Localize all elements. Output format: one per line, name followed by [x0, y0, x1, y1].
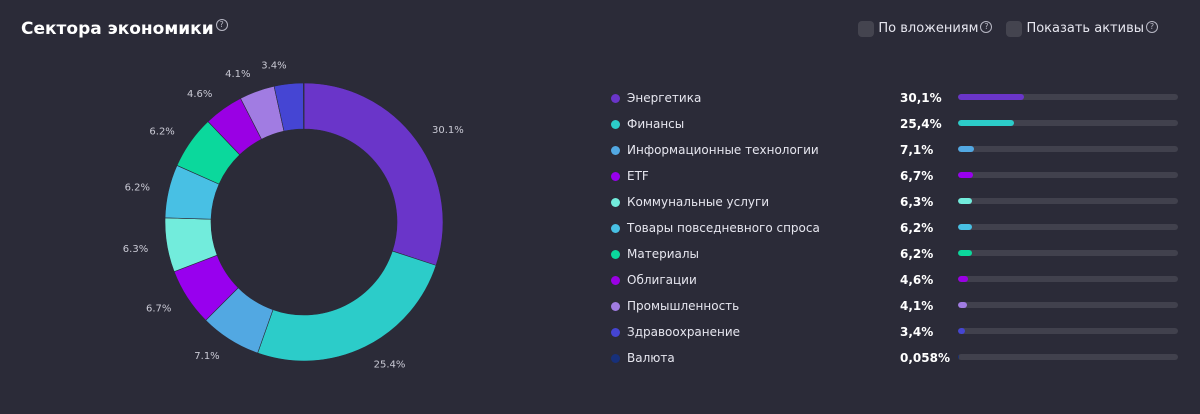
legend-value: 25,4% [900, 117, 942, 131]
sector-donut-chart: 30.1% 25.4% 7.1% 6.7% 6.3% 6.2% 6.2% 4.6% 4.1% 3.… [123, 60, 464, 370]
legend-dot [611, 276, 620, 285]
legend-value: 0,058% [900, 351, 950, 365]
donut-slice[interactable] [303, 82, 305, 130]
slice-label: 6.2% [125, 182, 150, 193]
legend-label: Информационные технологии [627, 143, 819, 157]
slice-label: 6.3% [123, 244, 148, 255]
legend-row[interactable]: Товары повседневного спроса 6,2% [606, 216, 1186, 242]
legend-bar-fill [958, 146, 974, 152]
legend-label: Энергетика [627, 91, 702, 105]
legend-dot [611, 146, 620, 155]
legend-bar-fill [958, 328, 966, 334]
legend-bar-track [958, 120, 1178, 126]
slice-label: 30.1% [432, 125, 464, 136]
help-icon[interactable]: ? [215, 19, 228, 31]
legend-dot [611, 250, 620, 259]
legend-dot [611, 354, 620, 363]
sector-legend: Энергетика 30,1% Финансы 25,4% Информационны… [606, 86, 1186, 372]
legend-label: Валюта [627, 351, 675, 365]
legend-bar-track [958, 328, 1178, 334]
legend-bar-track [958, 302, 1178, 308]
legend-label: Товары повседневного спроса [627, 221, 820, 235]
legend-row[interactable]: Валюта 0,058% [606, 346, 1186, 372]
legend-label: Промышленность [627, 299, 740, 313]
legend-label: Материалы [627, 247, 699, 261]
legend-label: Коммунальные услуги [627, 195, 770, 209]
legend-bar-track [958, 276, 1178, 282]
legend-value: 6,2% [900, 247, 934, 261]
legend-bar-fill [958, 224, 972, 230]
chart-options: По вложениям ? Показать активы ? [844, 20, 1158, 38]
legend-bar-track [958, 198, 1178, 204]
legend-bar-fill [958, 120, 1014, 126]
slice-label: 3.4% [261, 60, 286, 71]
legend-bar-fill [958, 302, 968, 308]
legend-row[interactable]: ETF 6,7% [606, 164, 1186, 190]
legend-bar-track [958, 146, 1178, 152]
legend-value: 4,6% [900, 273, 934, 287]
slice-label: 6.2% [149, 127, 174, 138]
legend-row[interactable]: Промышленность 4,1% [606, 294, 1186, 320]
legend-dot [611, 328, 620, 337]
legend-value: 4,1% [900, 299, 934, 313]
legend-bar-fill [958, 250, 972, 256]
legend-row[interactable]: Облигации 4,6% [606, 268, 1186, 294]
slice-label: 4.1% [225, 69, 250, 80]
legend-row[interactable]: Информационные технологии 7,1% [606, 138, 1186, 164]
legend-dot [611, 302, 620, 311]
legend-label: ETF [627, 169, 649, 183]
slice-label: 6.7% [146, 303, 171, 314]
legend-label: Здравоохранение [627, 325, 741, 339]
legend-row[interactable]: Энергетика 30,1% [606, 86, 1186, 112]
legend-value: 6,7% [900, 169, 934, 183]
legend-row[interactable]: Материалы 6,2% [606, 242, 1186, 268]
legend-dot [611, 94, 620, 103]
slice-label: 7.1% [194, 351, 219, 362]
legend-bar-fill [958, 172, 973, 178]
show-assets-toggle[interactable]: Показать активы ? [1006, 20, 1158, 38]
slice-label: 25.4% [374, 359, 406, 370]
legend-value: 7,1% [900, 143, 934, 157]
legend-bar-track [958, 94, 1178, 100]
legend-value: 6,2% [900, 221, 934, 235]
legend-bar-fill [958, 276, 969, 282]
legend-value: 3,4% [900, 325, 934, 339]
by-investments-toggle[interactable]: По вложениям ? [858, 20, 993, 38]
legend-dot [611, 224, 620, 233]
legend-bar-fill [958, 94, 1025, 100]
donut-slice[interactable] [303, 82, 444, 266]
legend-bar-fill [958, 198, 972, 204]
legend-bar-track [958, 224, 1178, 230]
legend-row[interactable]: Здравоохранение 3,4% [606, 320, 1186, 346]
legend-dot [611, 198, 620, 207]
legend-bar-track [958, 354, 1178, 360]
legend-label: Облигации [627, 273, 697, 287]
legend-row[interactable]: Финансы 25,4% [606, 112, 1186, 138]
donut-slice[interactable] [257, 250, 437, 362]
legend-dot [611, 120, 620, 129]
legend-value: 6,3% [900, 195, 934, 209]
slice-label: 4.6% [187, 89, 212, 100]
legend-bar-track [958, 172, 1178, 178]
show-assets-label: Показать активы [1026, 21, 1144, 36]
help-icon[interactable]: ? [980, 21, 993, 33]
legend-dot [611, 172, 620, 181]
legend-label: Финансы [627, 117, 685, 131]
legend-row[interactable]: Коммунальные услуги 6,3% [606, 190, 1186, 216]
help-icon[interactable]: ? [1146, 21, 1158, 33]
legend-value: 30,1% [900, 91, 942, 105]
by-investments-checkbox[interactable] [858, 21, 875, 37]
title-text: Сектора экономики [21, 19, 214, 39]
legend-bar-track [958, 250, 1178, 256]
by-investments-label: По вложениям [878, 21, 979, 36]
page-title: Сектора экономики ? [21, 19, 228, 39]
show-assets-checkbox[interactable] [1006, 21, 1023, 37]
